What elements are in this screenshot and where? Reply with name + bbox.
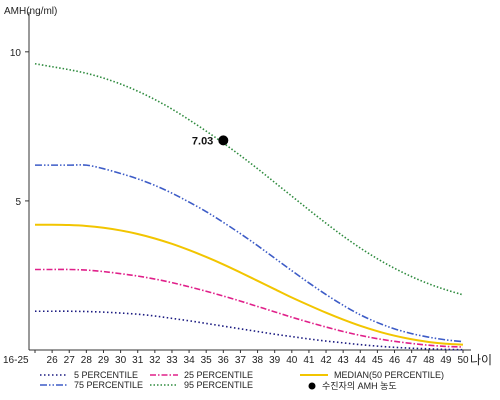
plot-area: AMH(ng/ml) 나이 5 10 16-25 26 27 28 29 30 31 32 33 3…: [3, 6, 492, 367]
x-tick-label: 34: [184, 355, 196, 366]
x-tick-label: 30: [115, 355, 127, 366]
x-tick-label: 46: [389, 355, 401, 366]
x-tick-label: 37: [235, 355, 247, 366]
series-line-median-50-percentile: [34, 223, 464, 346]
marker-value-label: 7.03: [192, 135, 213, 147]
x-tick-label: 32: [149, 355, 161, 366]
marker-group: 7.03: [192, 135, 229, 147]
x-tick-label: 39: [269, 355, 281, 366]
y-tick-label: 5: [15, 197, 21, 208]
legend-label: 5 PERCENTILE: [74, 370, 138, 380]
y-ticks: 5 10: [10, 48, 29, 208]
x-tick-label: 40: [286, 355, 298, 366]
x-tick-label: 49: [440, 355, 452, 366]
y-axis-label: AMH(ng/ml): [4, 6, 57, 17]
x-tick-label: 38: [252, 355, 264, 366]
x-tick-label: 44: [355, 355, 367, 366]
legend-label: 95 PERCENTILE: [184, 380, 253, 390]
series-line-75-percentile: [34, 164, 464, 343]
x-tick-label: 16-25: [3, 355, 29, 366]
legend-label: 25 PERCENTILE: [184, 370, 253, 380]
x-ticks: 16-25 26 27 28 29 30 31 32 33 34 35 36 37 38 39 40 41 42 4…: [3, 350, 469, 366]
series-line-5-percentile: [34, 310, 464, 351]
x-tick-label: 26: [47, 355, 59, 366]
series-line-95-percentile: [34, 62, 464, 296]
x-tick-label: 50: [457, 355, 469, 366]
x-tick-label: 43: [338, 355, 350, 366]
x-axis-label: 나이: [470, 353, 492, 367]
legend-marker-swatch: [308, 382, 316, 390]
legend-marker-label: 수진자의 AMH 농도: [322, 381, 397, 391]
x-tick-label: 48: [423, 355, 435, 366]
x-tick-label: 28: [81, 355, 93, 366]
x-tick-label: 35: [201, 355, 213, 366]
x-tick-label: 41: [303, 355, 315, 366]
x-tick-label: 42: [320, 355, 332, 366]
x-tick-label: 45: [372, 355, 384, 366]
x-tick-label: 29: [98, 355, 110, 366]
legend-label: 75 PERCENTILE: [74, 380, 143, 390]
legend: 5 PERCENTILE 25 PERCENTILE MEDIAN(50 PERCE…: [40, 370, 444, 391]
marker-point: [218, 135, 229, 146]
legend-label: MEDIAN(50 PERCENTILE): [334, 370, 444, 380]
x-tick-label: 27: [64, 355, 76, 366]
series-lines: [34, 62, 464, 351]
y-tick-label: 10: [10, 48, 22, 59]
x-tick-label: 47: [406, 355, 418, 366]
x-tick-label: 33: [166, 355, 178, 366]
x-tick-label: 36: [218, 355, 230, 366]
series-line-25-percentile: [34, 268, 464, 348]
x-tick-label: 31: [132, 355, 144, 366]
